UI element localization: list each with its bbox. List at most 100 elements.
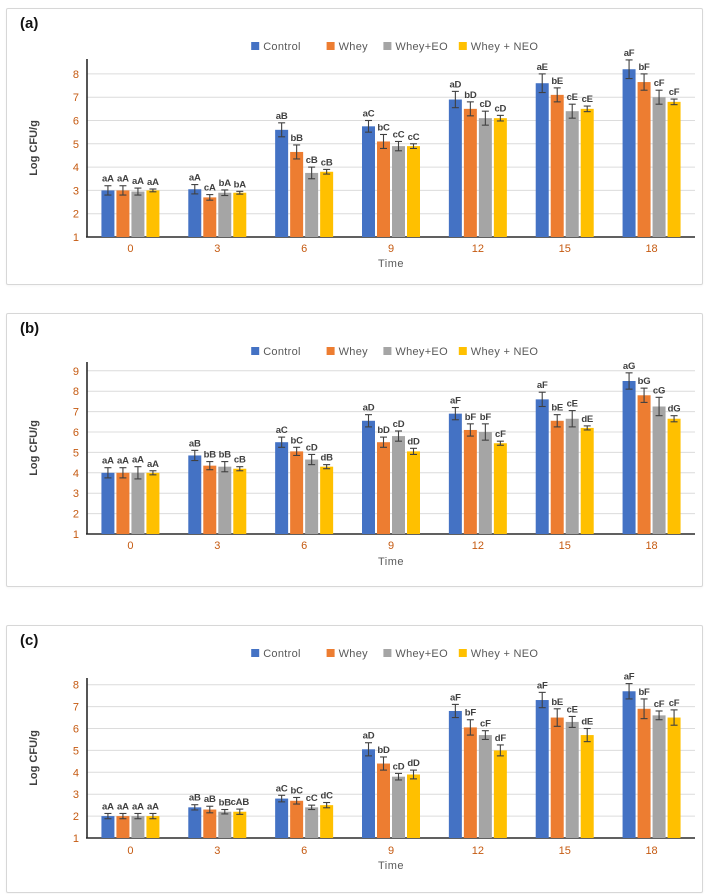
bar xyxy=(580,427,594,534)
legend-swatch xyxy=(251,42,260,50)
bar xyxy=(275,798,289,838)
bar-annotation: bD xyxy=(377,425,390,436)
legend-swatch xyxy=(251,649,260,657)
bar-annotation: bC xyxy=(291,785,304,796)
bar-annotation: bG xyxy=(638,376,651,387)
bar-annotation: dF xyxy=(495,733,507,744)
bar-annotation: aC xyxy=(276,425,288,436)
bar xyxy=(667,418,681,534)
bar-annotation: cD xyxy=(393,761,405,772)
y-tick-label: 2 xyxy=(73,509,79,521)
bar xyxy=(550,420,564,534)
bar-annotation: cF xyxy=(654,78,665,89)
bar xyxy=(565,418,579,534)
y-tick-label: 4 xyxy=(73,767,79,779)
x-tick-label: 3 xyxy=(214,540,220,552)
y-tick-label: 4 xyxy=(73,162,79,174)
bar xyxy=(637,708,651,838)
legend-item: Whey + NEO xyxy=(458,346,538,358)
bar-annotation: cD xyxy=(494,103,506,114)
bar-annotation: aB xyxy=(276,111,288,122)
bar-annotation: bF xyxy=(465,412,477,423)
bar xyxy=(478,118,492,237)
bar xyxy=(652,715,666,838)
bar-annotation: bF xyxy=(638,687,650,698)
bar-annotation: aA xyxy=(102,801,114,812)
y-tick-label: 3 xyxy=(73,488,79,500)
x-tick-label: 0 xyxy=(127,540,133,552)
x-tick-label: 12 xyxy=(472,243,484,255)
bar-annotation: aA xyxy=(102,456,114,467)
legend-label: Whey xyxy=(339,346,369,358)
y-axis-title: Log CFU/g xyxy=(28,730,40,786)
bar-annotation: dD xyxy=(407,758,420,769)
bar-annotation: cF xyxy=(495,429,506,440)
y-tick-label: 6 xyxy=(73,116,79,128)
bar-annotation: bF xyxy=(638,62,650,73)
y-tick-label: 3 xyxy=(73,789,79,801)
bar xyxy=(131,472,145,534)
bar-annotation: aA xyxy=(132,455,144,466)
x-tick-label: 15 xyxy=(559,540,571,552)
bar xyxy=(275,129,289,237)
bar-annotation: aD xyxy=(363,403,375,414)
bar xyxy=(101,472,115,534)
bar xyxy=(478,735,492,838)
bar xyxy=(580,735,594,838)
legend-swatch xyxy=(326,42,335,50)
bar xyxy=(131,191,145,237)
panel-letter: (c) xyxy=(20,632,39,649)
bar-annotation: cE xyxy=(582,94,593,105)
bar-annotation: aF xyxy=(624,48,635,59)
bar-annotation: dC xyxy=(321,791,334,802)
bar-annotation: bC xyxy=(291,435,304,446)
bar xyxy=(392,146,405,237)
bar xyxy=(218,811,232,838)
bar xyxy=(218,192,232,237)
bar-annotation: cF xyxy=(654,699,665,710)
bar xyxy=(320,466,334,534)
bar-annotation: aF xyxy=(624,672,635,683)
bar-annotation: aE xyxy=(537,62,548,73)
bar xyxy=(377,442,390,534)
bar xyxy=(493,118,507,237)
bar-annotation: cF xyxy=(669,87,680,98)
legend-swatch xyxy=(326,347,335,355)
x-axis-title: Time xyxy=(378,258,404,270)
bar xyxy=(637,395,651,534)
bar xyxy=(275,442,289,534)
y-tick-label: 8 xyxy=(73,69,79,81)
bar xyxy=(637,82,651,238)
legend-swatch xyxy=(458,649,467,657)
legend-swatch xyxy=(326,649,335,657)
chart-panel-b: (b) 1 2 3 4 5 6 7 8 9 Log CFU/g Control Whey Whey+EO… xyxy=(6,313,703,587)
bar-annotation: cA xyxy=(204,183,216,194)
bar-annotation: bB xyxy=(291,133,304,144)
y-tick-label: 1 xyxy=(73,232,79,244)
bar xyxy=(116,816,130,838)
bar xyxy=(290,151,304,237)
bar-annotation: aA xyxy=(189,173,201,184)
bar xyxy=(101,190,115,237)
bar-annotation: aA xyxy=(132,176,144,187)
legend-label: Whey + NEO xyxy=(471,41,539,53)
bar xyxy=(407,146,420,237)
y-tick-label: 2 xyxy=(73,209,79,221)
bar-annotation: cG xyxy=(653,385,665,396)
legend-label: Whey+EO xyxy=(395,346,448,358)
legend-item: Whey+EO xyxy=(383,41,448,53)
bar xyxy=(188,455,202,534)
bar xyxy=(550,94,564,238)
bar xyxy=(146,472,160,534)
legend-label: Control xyxy=(263,346,301,358)
y-tick-label: 2 xyxy=(73,811,79,823)
legend-item: Whey + NEO xyxy=(458,41,539,53)
x-tick-label: 3 xyxy=(214,243,220,255)
bar-annotation: dB xyxy=(321,453,334,464)
y-tick-label: 5 xyxy=(73,447,79,459)
bar-annotation: bA xyxy=(234,179,247,190)
bar-annotation: cC xyxy=(306,793,318,804)
legend-label: Whey+EO xyxy=(395,41,448,53)
